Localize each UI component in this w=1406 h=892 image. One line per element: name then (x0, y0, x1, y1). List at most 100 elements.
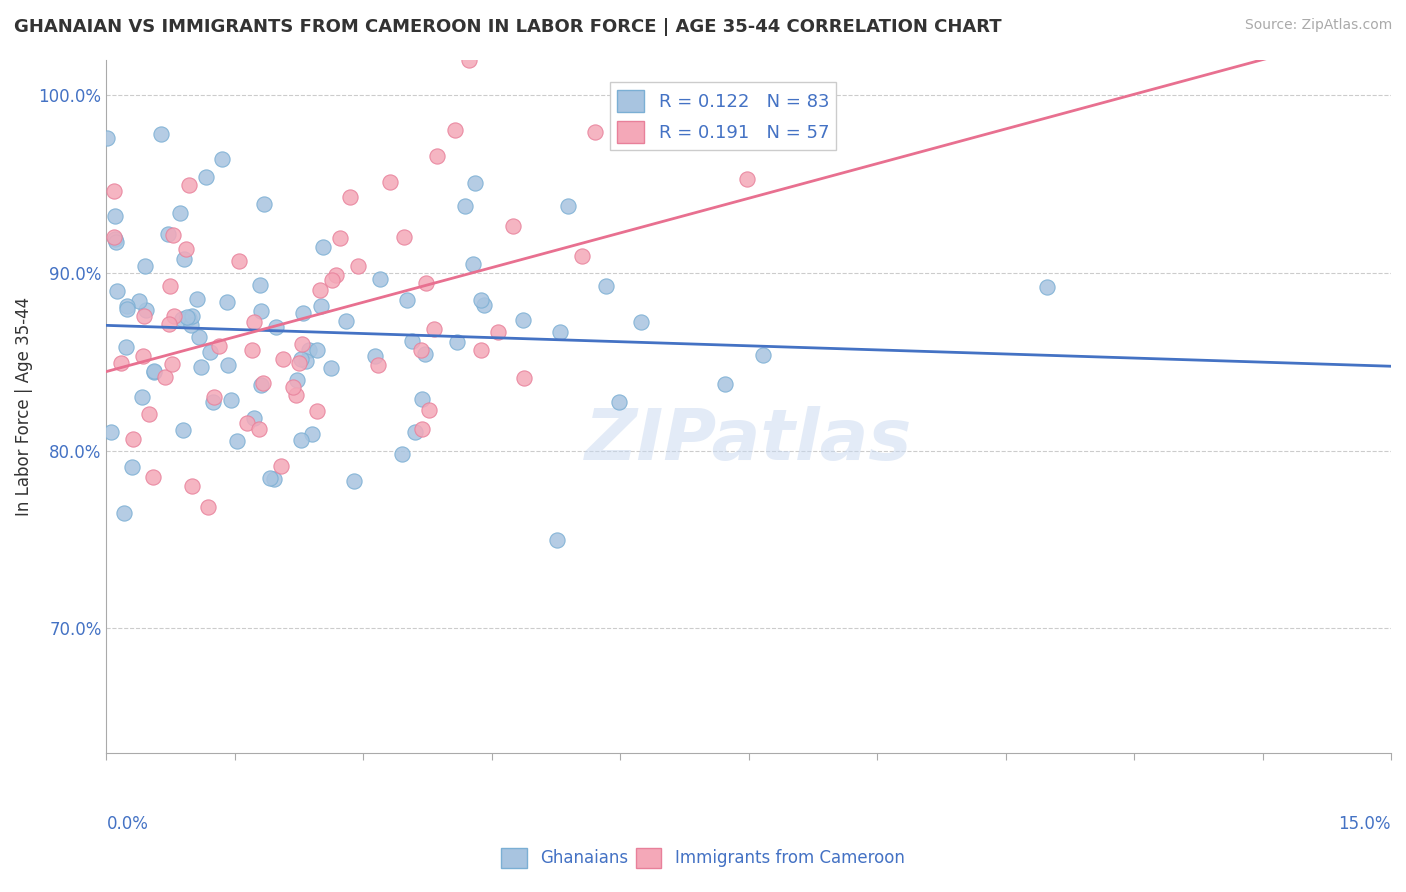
Point (249, 303, 271, 318)
Point (115, 340, 138, 354)
Point (294, 353, 316, 368)
Point (186, 292, 208, 306)
Point (298, 343, 321, 357)
Point (195, 170, 218, 185)
Point (217, 358, 239, 372)
Point (426, 149, 449, 163)
Point (135, 303, 157, 318)
Text: ZIPatlas: ZIPatlas (585, 407, 912, 475)
Point (335, 314, 357, 328)
Point (96, 131, 118, 145)
Point (457, 53, 479, 67)
Text: 0.0%: 0.0% (107, 815, 148, 833)
Point (173, 252, 195, 267)
Point (287, 373, 309, 387)
Point (502, 219, 524, 233)
Point (202, 395, 225, 409)
Point (454, 199, 477, 213)
Point (461, 256, 484, 270)
Point (228, 254, 250, 268)
Point (243, 410, 266, 425)
Point (285, 388, 308, 402)
Point (177, 178, 200, 192)
Point (104, 209, 127, 223)
Point (368, 272, 391, 286)
Text: Source: ZipAtlas.com: Source: ZipAtlas.com (1244, 18, 1392, 32)
Point (225, 434, 247, 448)
Point (134, 259, 156, 273)
Point (311, 299, 333, 313)
Point (486, 326, 509, 340)
Point (240, 343, 263, 357)
Point (103, 230, 125, 244)
Point (470, 293, 492, 308)
Point (713, 376, 735, 391)
Point (104, 232, 127, 246)
Point (159, 278, 181, 293)
Point (321, 273, 343, 287)
Point (131, 390, 153, 404)
Point (110, 356, 132, 370)
Point (307, 404, 329, 418)
Point (347, 259, 370, 273)
Point (177, 311, 200, 326)
Point (219, 392, 242, 407)
Point (103, 184, 125, 198)
Point (163, 309, 186, 323)
Point (290, 351, 312, 366)
Point (259, 471, 281, 485)
Point (411, 392, 433, 406)
Y-axis label: In Labor Force | Age 35-44: In Labor Force | Age 35-44 (15, 297, 32, 516)
Point (153, 369, 176, 384)
Point (557, 199, 579, 213)
Point (380, 175, 402, 189)
Point (252, 376, 274, 390)
Text: GHANAIAN VS IMMIGRANTS FROM CAMEROON IN LABOR FORCE | AGE 35-44 CORRELATION CHAR: GHANAIAN VS IMMIGRANTS FROM CAMEROON IN … (14, 18, 1001, 36)
Point (180, 479, 202, 493)
Point (470, 343, 492, 358)
Point (391, 447, 413, 461)
Point (364, 349, 387, 363)
Point (472, 298, 495, 312)
Point (142, 365, 165, 379)
Point (446, 335, 468, 350)
Point (630, 315, 652, 329)
Point (367, 358, 389, 372)
Legend: R = 0.122   N = 83, R = 0.191   N = 57: R = 0.122 N = 83, R = 0.191 N = 57 (610, 82, 837, 150)
Point (307, 343, 329, 357)
Point (1035, 280, 1057, 294)
Point (312, 240, 335, 254)
Point (122, 432, 145, 446)
Point (548, 326, 571, 340)
Point (181, 309, 204, 323)
Point (105, 284, 128, 298)
Point (249, 422, 271, 436)
Point (418, 403, 440, 417)
Point (180, 318, 202, 332)
Point (263, 472, 285, 486)
Point (283, 379, 305, 393)
Point (176, 310, 198, 324)
Point (121, 460, 143, 475)
Point (752, 348, 775, 362)
Point (188, 330, 211, 344)
Point (415, 276, 437, 290)
Point (253, 197, 276, 211)
Point (464, 177, 486, 191)
Point (607, 394, 630, 409)
Point (546, 533, 568, 547)
Point (287, 355, 309, 369)
Point (138, 407, 160, 421)
Point (411, 343, 433, 357)
Legend: Ghanaians, Immigrants from Cameroon: Ghanaians, Immigrants from Cameroon (495, 841, 911, 875)
Point (169, 206, 191, 220)
Point (309, 283, 332, 297)
Point (134, 309, 156, 323)
Point (339, 190, 361, 204)
Point (117, 302, 139, 317)
Point (190, 359, 212, 374)
Point (411, 421, 433, 435)
Point (444, 123, 467, 137)
Point (404, 425, 426, 439)
Text: 15.0%: 15.0% (1339, 815, 1391, 833)
